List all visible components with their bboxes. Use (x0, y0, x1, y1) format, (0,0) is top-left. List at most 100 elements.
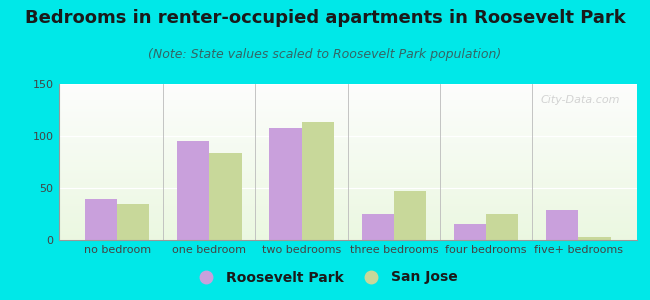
Bar (58, 115, 637, 117)
Bar (58, 98, 637, 100)
Bar (58, 124, 637, 126)
Bar (361, 214, 394, 240)
Bar (58, 201, 637, 202)
Bar (177, 141, 209, 240)
Bar (58, 139, 637, 140)
Bar (58, 229, 637, 231)
Legend: Roosevelt Park, San Jose: Roosevelt Park, San Jose (187, 265, 463, 290)
Bar (58, 187, 637, 188)
Bar (58, 156, 637, 157)
Bar (58, 137, 637, 139)
Bar (58, 206, 637, 207)
Bar (58, 134, 637, 136)
Bar (58, 123, 637, 124)
Bar (58, 232, 637, 234)
Bar (58, 179, 637, 181)
Bar (486, 214, 519, 240)
Bar (58, 214, 637, 215)
Bar (58, 198, 637, 200)
Bar (58, 188, 637, 190)
Bar (58, 145, 637, 146)
Bar (58, 200, 637, 201)
Bar (58, 195, 637, 196)
Bar (58, 204, 637, 206)
Bar (58, 140, 637, 142)
Bar (58, 157, 637, 159)
Bar (454, 224, 486, 240)
Bar (58, 221, 637, 223)
Bar (269, 128, 302, 240)
Bar (58, 178, 637, 179)
Bar (58, 217, 637, 218)
Bar (58, 104, 637, 106)
Bar (58, 109, 637, 110)
Bar (58, 234, 637, 235)
Bar (58, 89, 637, 90)
Bar (58, 164, 637, 165)
Bar (58, 151, 637, 153)
Bar (58, 212, 637, 214)
Bar (58, 190, 637, 192)
Text: (Note: State values scaled to Roosevelt Park population): (Note: State values scaled to Roosevelt … (148, 48, 502, 61)
Bar (58, 100, 637, 101)
Bar (58, 136, 637, 137)
Bar (58, 210, 637, 212)
Bar (58, 93, 637, 95)
Bar (58, 149, 637, 151)
Bar (58, 226, 637, 227)
Bar (58, 112, 637, 114)
Bar (58, 182, 637, 184)
Bar (58, 224, 637, 226)
Bar (58, 106, 637, 107)
Bar (58, 202, 637, 204)
Bar (58, 231, 637, 232)
Bar (58, 95, 637, 97)
Bar (58, 223, 637, 224)
Bar (58, 153, 637, 154)
Bar (58, 148, 637, 149)
Bar (546, 210, 578, 240)
Bar (58, 238, 637, 240)
Bar (58, 85, 637, 87)
Bar (58, 185, 637, 187)
Bar (302, 122, 334, 240)
Bar (117, 204, 150, 240)
Bar (58, 173, 637, 175)
Bar (58, 171, 637, 173)
Bar (58, 84, 637, 86)
Bar (58, 90, 637, 92)
Bar (58, 167, 637, 168)
Bar (58, 184, 637, 185)
Bar (58, 168, 637, 170)
Bar (58, 122, 637, 123)
Bar (58, 143, 637, 145)
Bar (58, 207, 637, 209)
Bar (578, 237, 611, 240)
Bar (58, 92, 637, 93)
Bar (58, 120, 637, 122)
Bar (58, 160, 637, 162)
Bar (58, 192, 637, 193)
Bar (58, 176, 637, 178)
Bar (58, 227, 637, 229)
Bar (58, 129, 637, 131)
Bar (58, 87, 637, 89)
Bar (58, 235, 637, 237)
Bar (58, 170, 637, 171)
Bar (58, 110, 637, 112)
Bar (394, 191, 426, 240)
Bar (58, 220, 637, 221)
Bar (58, 142, 637, 143)
Bar (58, 154, 637, 156)
Bar (58, 118, 637, 120)
Bar (58, 117, 637, 118)
Bar (58, 97, 637, 98)
Bar (209, 153, 242, 240)
Bar (58, 114, 637, 115)
Bar (58, 159, 637, 160)
Bar (58, 103, 637, 104)
Bar (58, 215, 637, 217)
Bar (84, 200, 117, 240)
Bar (58, 101, 637, 103)
Bar (58, 237, 637, 238)
